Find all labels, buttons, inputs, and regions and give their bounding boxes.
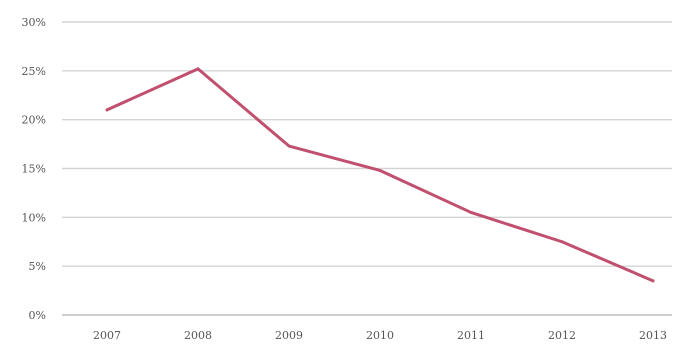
y-tick-label-30: 30% [22,16,46,29]
y-tick-label-10: 10% [22,211,46,224]
data-point-2010 [378,168,382,172]
x-tick-label-2010: 2010 [366,329,394,342]
series-line-0 [105,67,655,283]
data-point-2012 [560,240,564,244]
data-point-2007 [105,108,109,112]
series-layer [105,67,655,283]
x-tick-label-2012: 2012 [548,329,576,342]
x-tick-label-2013: 2013 [639,329,667,342]
x-tick-label-2008: 2008 [184,329,212,342]
x-axis: 2007 2008 2009 2010 2011 2012 2013 [93,329,667,342]
y-axis: 0% 5% 10% 15% 20% 25% 30% [22,16,46,322]
x-tick-label-2007: 2007 [93,329,121,342]
y-tick-label-0: 0% [29,309,46,322]
y-tick-label-25: 25% [22,65,46,78]
data-point-2009 [287,144,291,148]
data-point-2008 [196,67,200,71]
data-point-2013 [651,279,655,283]
x-tick-label-2009: 2009 [275,329,303,342]
x-tick-label-2011: 2011 [457,329,485,342]
y-tick-label-5: 5% [29,260,46,273]
data-point-2011 [469,210,473,214]
grid-lines [62,21,672,316]
y-tick-label-15: 15% [22,163,46,176]
y-tick-label-20: 20% [22,114,46,127]
